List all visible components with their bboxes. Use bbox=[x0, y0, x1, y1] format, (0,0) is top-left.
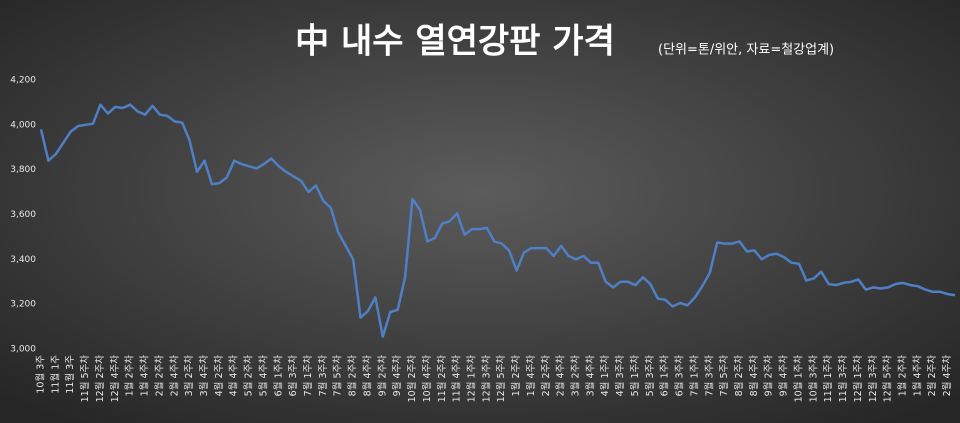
x-tick-label: 5월 1주차 bbox=[629, 355, 641, 397]
line-series bbox=[39, 103, 956, 338]
x-tick-label: 2월 2주차 bbox=[926, 355, 938, 397]
x-tick-label: 8월 2주차 bbox=[733, 355, 745, 397]
x-tick-label: 11월 3주 bbox=[64, 355, 76, 394]
x-tick-label: 3월 2주차 bbox=[183, 355, 195, 397]
x-tick-label: 1월 4주차 bbox=[911, 355, 923, 397]
x-tick-label: 6월 3주차 bbox=[674, 355, 686, 397]
x-tick-label: 1월 2주차 bbox=[124, 355, 136, 397]
x-tick-label: 12월 1주차 bbox=[465, 355, 477, 403]
x-tick-label: 11월 3주차 bbox=[837, 355, 849, 403]
x-tick-label: 12월 3주차 bbox=[867, 355, 879, 403]
x-tick-label: 8월 4주차 bbox=[748, 355, 760, 397]
x-tick-label: 12월 2주차 bbox=[94, 355, 106, 403]
x-tick-label: 11월 1주 bbox=[49, 355, 61, 394]
x-tick-label: 1월 2주차 bbox=[896, 355, 908, 397]
y-tick-label: 3,000 bbox=[10, 345, 36, 355]
chart-subtitle: (단위=톤/위안, 자료=철강업계) bbox=[658, 43, 834, 58]
y-tick-label: 3,200 bbox=[10, 300, 36, 310]
x-tick-label: 3월 2주차 bbox=[570, 355, 582, 397]
x-tick-label: 10월 3주 bbox=[35, 355, 47, 394]
x-tick-label: 6월 1주차 bbox=[659, 355, 671, 397]
x-tick-label: 6월 1주차 bbox=[272, 355, 284, 397]
y-tick-label: 4,200 bbox=[10, 76, 36, 86]
x-tick-label: 5월 2주차 bbox=[243, 355, 255, 397]
x-tick-label: 2월 4주차 bbox=[168, 355, 180, 397]
x-tick-label: 9월 2주차 bbox=[376, 355, 388, 397]
x-tick-label: 11월 1주차 bbox=[822, 355, 834, 403]
x-tick-label: 4월 4주차 bbox=[228, 355, 240, 397]
x-tick-label: 7월 5주차 bbox=[718, 355, 730, 397]
x-tick-label: 7월 1주차 bbox=[688, 355, 700, 397]
x-tick-label: 9월 4주차 bbox=[778, 355, 790, 397]
x-tick-label: 7월 3주차 bbox=[703, 355, 715, 397]
x-tick-label: 4월 2주차 bbox=[213, 355, 225, 397]
x-tick-label: 10월 1주차 bbox=[792, 355, 804, 403]
x-tick-label: 2월 4주차 bbox=[555, 355, 567, 397]
x-tick-label: 2월 4주차 bbox=[941, 355, 953, 397]
x-tick-label: 10월 2주차 bbox=[406, 355, 418, 403]
x-tick-label: 4월 1주차 bbox=[599, 355, 611, 397]
x-tick-label: 1월 4주차 bbox=[139, 355, 151, 397]
x-tick-label: 8월 2주차 bbox=[347, 355, 359, 397]
x-tick-label: 7월 1주차 bbox=[302, 355, 314, 397]
x-tick-label: 11월 2주차 bbox=[436, 355, 448, 403]
x-tick-label: 5월 4주차 bbox=[257, 355, 269, 397]
x-tick-label: 5월 3주차 bbox=[644, 355, 656, 397]
x-tick-label: 3월 4주차 bbox=[198, 355, 210, 397]
x-tick-label: 11월 5주차 bbox=[79, 355, 91, 403]
x-tick-label: 11월 4주차 bbox=[451, 355, 463, 403]
y-tick-label: 4,000 bbox=[10, 120, 36, 130]
x-tick-label: 10월 4주차 bbox=[421, 355, 433, 403]
x-tick-label: 1월 2주차 bbox=[510, 355, 522, 397]
x-tick-label: 12월 4주차 bbox=[109, 355, 121, 403]
chart-title: 中 내수 열연강판 가격 bbox=[295, 22, 615, 62]
y-tick-label: 3,800 bbox=[10, 165, 36, 175]
x-tick-label: 3월 4주차 bbox=[584, 355, 596, 397]
x-tick-label: 2월 2주차 bbox=[153, 355, 165, 397]
x-tick-label: 9월 4주차 bbox=[391, 355, 403, 397]
x-tick-label: 10월 3주차 bbox=[807, 355, 819, 403]
x-tick-label: 8월 4주차 bbox=[361, 355, 373, 397]
x-tick-label: 1월 4주차 bbox=[525, 355, 537, 397]
x-tick-label: 12월 5주차 bbox=[495, 355, 507, 403]
y-tick-label: 3,600 bbox=[10, 210, 36, 220]
x-tick-label: 9월 2주차 bbox=[763, 355, 775, 397]
x-tick-label: 7월 3주차 bbox=[317, 355, 329, 397]
x-tick-label: 12월 1주차 bbox=[852, 355, 864, 403]
x-tick-label: 12월 3주차 bbox=[480, 355, 492, 403]
x-tick-label: 4월 3주차 bbox=[614, 355, 626, 397]
x-tick-label: 12월 5주차 bbox=[882, 355, 894, 403]
x-tick-label: 2월 2주차 bbox=[540, 355, 552, 397]
y-tick-label: 3,400 bbox=[10, 255, 36, 265]
x-tick-label: 7월 5주차 bbox=[332, 355, 344, 397]
x-tick-label: 6월 3주차 bbox=[287, 355, 299, 397]
